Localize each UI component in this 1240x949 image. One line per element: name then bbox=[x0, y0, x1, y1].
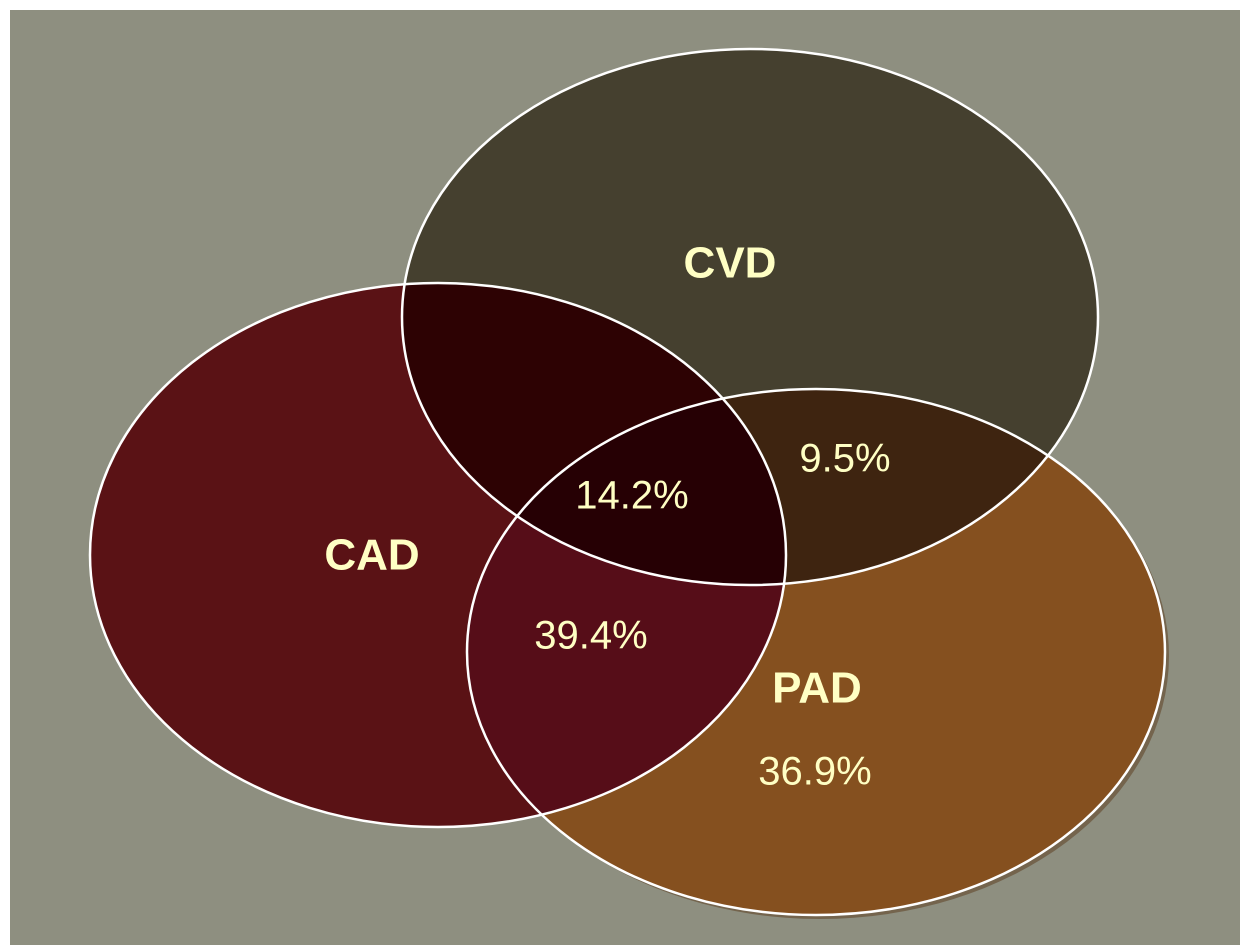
set-label: CAD bbox=[324, 531, 419, 580]
triple-overlap bbox=[467, 389, 786, 585]
region-label: 36.9% bbox=[758, 750, 871, 794]
region-label: 14.2% bbox=[575, 474, 688, 518]
set-label: CVD bbox=[684, 239, 777, 288]
set-label: PAD bbox=[772, 664, 862, 713]
pad-outline bbox=[465, 387, 1167, 917]
cad-outline bbox=[88, 281, 788, 829]
region-label: 39.4% bbox=[534, 614, 647, 658]
region-label: 9.5% bbox=[799, 437, 890, 481]
cvd-outline bbox=[400, 47, 1100, 587]
